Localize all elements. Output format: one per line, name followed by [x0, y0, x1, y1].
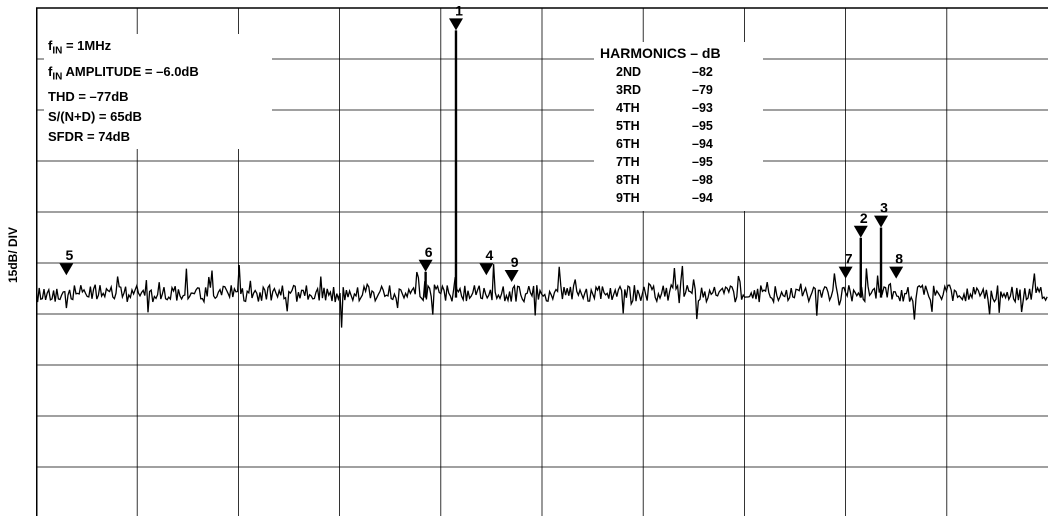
noise-floor-trace	[36, 264, 1048, 328]
harmonic-value: –98	[692, 173, 713, 187]
fin-line: fIN = 1MHz	[48, 36, 268, 62]
harmonic-value: –94	[692, 137, 713, 151]
y-axis-label-container: 15dB/ DIV	[3, 190, 23, 320]
harmonics-title: HARMONICS – dB	[600, 45, 721, 61]
fin-subscript: IN	[52, 45, 63, 57]
marker-label-7: 7	[845, 251, 853, 267]
marker-label-3: 3	[880, 200, 888, 216]
harmonic-row: 2ND –82	[616, 63, 742, 81]
thd-line: THD = –77dB	[48, 89, 129, 105]
marker-label-6: 6	[425, 244, 433, 260]
marker-triangle-7	[838, 266, 853, 279]
marker-triangle-8	[889, 266, 904, 279]
fin-value: = 1MHz	[62, 38, 112, 53]
marker-triangle-4	[479, 263, 494, 276]
harmonic-row: 5TH –95	[616, 117, 742, 135]
harmonic-value: –93	[692, 101, 713, 115]
amp-value: AMPLITUDE = –6.0dB	[62, 63, 199, 79]
harmonic-name: 6TH	[616, 137, 640, 151]
marker-triangle-2	[853, 225, 868, 238]
harmonic-name: 8TH	[616, 173, 640, 187]
harmonic-name: 3RD	[616, 83, 642, 97]
marker-triangle-1	[448, 18, 463, 31]
harmonic-name: 9TH	[616, 191, 640, 205]
amp-subscript: IN	[52, 71, 63, 83]
fin-symbol: f	[48, 38, 53, 53]
harmonic-name: 2ND	[616, 65, 642, 79]
marker-label-5: 5	[65, 247, 73, 263]
harmonic-row: 9TH –94	[616, 189, 742, 207]
harmonic-name: 4TH	[616, 101, 640, 115]
harmonic-value: –82	[692, 65, 713, 79]
sinad-line: S/(N+D) = 65dB	[48, 109, 142, 125]
harmonic-row: 8TH –98	[616, 171, 742, 189]
measurement-summary: fIN = 1MHz fIN AMPLITUDE = –6.0dB THD = …	[44, 34, 272, 150]
harmonic-value: –95	[692, 119, 713, 133]
harmonic-value: –94	[692, 191, 713, 205]
sfdr-line: SFDR = 74dB	[48, 129, 130, 145]
marker-label-4: 4	[485, 247, 493, 263]
harmonic-value: –79	[692, 83, 713, 97]
marker-triangle-5	[59, 263, 74, 276]
marker-triangle-6	[418, 259, 433, 272]
amp-symbol: f	[48, 63, 53, 79]
marker-label-9: 9	[511, 254, 519, 270]
y-axis-label: 15dB/ DIV	[6, 227, 20, 283]
marker-label-1: 1	[455, 2, 463, 18]
marker-label-8: 8	[895, 251, 903, 267]
harmonic-row: 3RD –79	[616, 81, 742, 99]
harmonic-value: –95	[692, 155, 713, 169]
harmonic-name: 7TH	[616, 155, 640, 169]
harmonics-table-box: HARMONICS – dB 2ND –82 3RD –79 4TH –93 5TH –95 6…	[594, 42, 763, 211]
harmonic-name: 5TH	[616, 119, 640, 133]
harmonic-row: 4TH –93	[616, 99, 742, 117]
harmonics-table: 2ND –82 3RD –79 4TH –93 5TH –95 6TH –94 7TH –95 8TH –…	[616, 63, 742, 207]
marker-label-2: 2	[860, 210, 868, 226]
harmonic-row: 6TH –94	[616, 135, 742, 153]
marker-triangle-9	[504, 270, 519, 282]
marker-triangle-3	[874, 215, 889, 228]
y-axis-label-svg: 15dB/ DIV	[6, 227, 20, 283]
harmonic-spikes	[424, 30, 883, 298]
amplitude-line: fIN AMPLITUDE = –6.0dB	[48, 62, 268, 88]
harmonic-row: 7TH –95	[616, 153, 742, 171]
